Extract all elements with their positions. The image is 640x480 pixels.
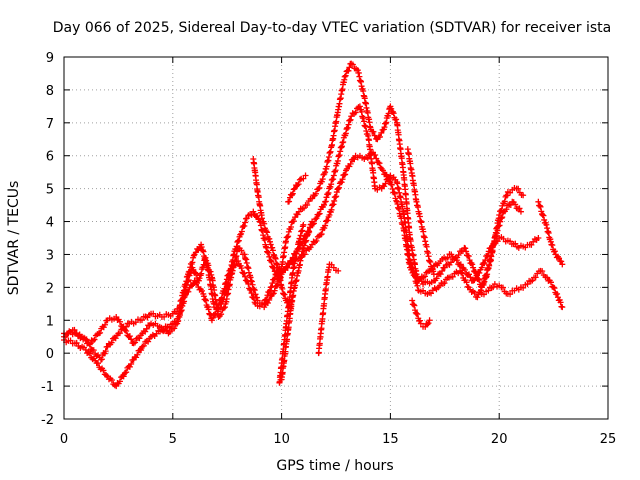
y-tick-label: 0	[46, 347, 54, 362]
series-track-e	[276, 221, 307, 386]
x-tick-label: 25	[600, 432, 617, 447]
series-track-a	[61, 60, 527, 363]
series-track-f	[315, 261, 342, 357]
x-tick-label: 5	[169, 432, 177, 447]
axis-ticks: 0 5 10 15 20 25 -2 -1 0 1 2 3 4 5 6 7 8 9	[41, 51, 616, 447]
x-tick-label: 15	[382, 432, 399, 447]
data-points	[61, 60, 566, 390]
series-track-k	[535, 198, 566, 268]
series-track-g	[285, 172, 309, 205]
y-tick-label: 3	[46, 248, 54, 263]
series-track-b	[61, 103, 524, 390]
x-tick-label: 0	[60, 432, 68, 447]
series-track-i	[409, 297, 433, 330]
y-tick-label: 6	[46, 150, 54, 165]
chart-title: Day 066 of 2025, Sidereal Day-to-day VTE…	[53, 20, 611, 36]
y-tick-label: 5	[46, 183, 54, 198]
y-tick-label: 7	[46, 117, 54, 132]
y-tick-label: -2	[41, 413, 54, 428]
series-track-j	[517, 267, 566, 311]
x-tick-label: 20	[491, 432, 508, 447]
plot-frame	[63, 56, 609, 420]
y-axis-label: SDTVAR / TECUs	[6, 181, 22, 296]
x-axis-label: GPS time / hours	[276, 458, 393, 474]
y-tick-label: -1	[41, 380, 54, 395]
y-tick-label: 4	[46, 216, 54, 231]
y-tick-label: 1	[46, 314, 54, 329]
x-tick-label: 10	[273, 432, 290, 447]
series-track-l	[478, 281, 524, 298]
y-tick-label: 8	[46, 84, 54, 99]
y-tick-label: 2	[46, 281, 54, 296]
series-track-h	[404, 146, 437, 278]
y-tick-label: 9	[46, 51, 54, 66]
grid-lines	[64, 57, 608, 419]
